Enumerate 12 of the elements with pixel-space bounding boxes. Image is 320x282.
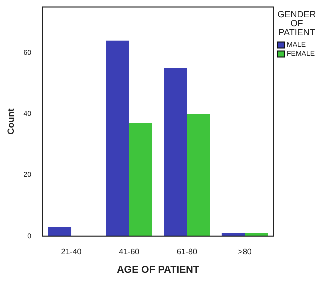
x-tick-label: >80 [238, 247, 252, 256]
bar [48, 227, 72, 236]
x-tick-label: 21-40 [61, 247, 82, 256]
legend-title: GENDER OF PATIENT [278, 10, 317, 38]
x-tick-label: 41-60 [119, 247, 140, 256]
bar [129, 123, 153, 236]
x-tick-label: 61-80 [176, 247, 198, 256]
bar [164, 68, 188, 236]
bar [106, 40, 130, 236]
y-axis-title: Count [6, 108, 16, 135]
x-axis-title: AGE OF PATIENT [117, 264, 200, 276]
bar [187, 114, 210, 236]
